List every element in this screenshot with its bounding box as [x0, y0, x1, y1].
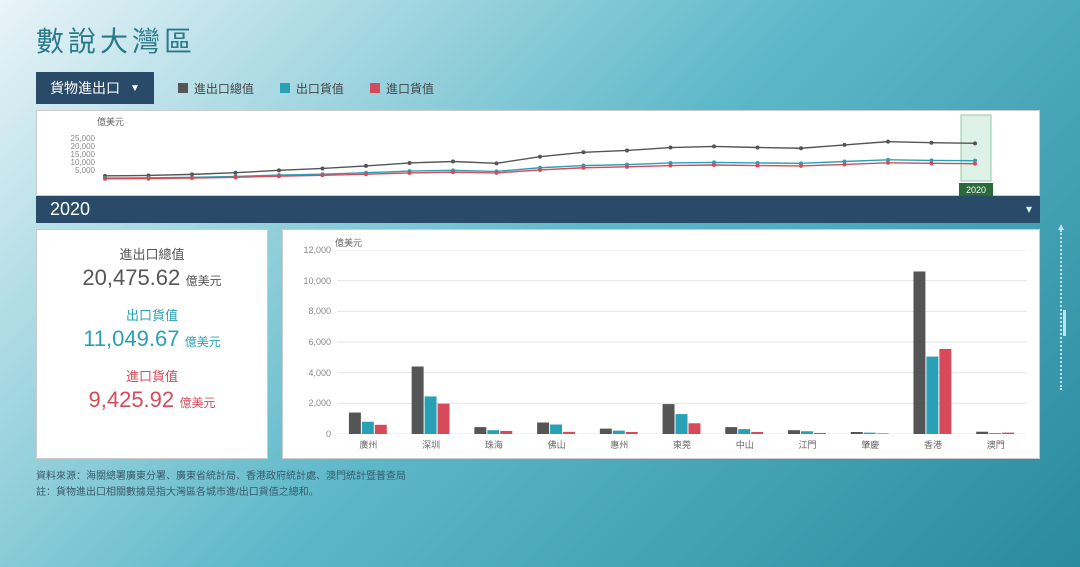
- barchart-plot: [337, 250, 1027, 434]
- time-series-chart[interactable]: 億美元 25,00020,00015,00010,0005,000 2020: [36, 110, 1040, 196]
- metric-dropdown[interactable]: 貨物進出口 ▼: [36, 72, 154, 104]
- xlabel: 廣州: [337, 438, 400, 451]
- stat-value: 20,475.62 億美元: [47, 265, 257, 291]
- bar[interactable]: [600, 429, 612, 434]
- bar-chart[interactable]: 億美元 12,00010,0008,0006,0004,0002,0000 廣州…: [282, 229, 1040, 459]
- xlabel: 深圳: [400, 438, 463, 451]
- footer-line: 資料來源：海關總署廣東分署、廣東省統計局、香港政府統計處、澳門統計暨普查局: [36, 469, 1040, 485]
- legend-swatch: [178, 83, 188, 93]
- year-bar-label: 2020: [50, 199, 90, 219]
- bar[interactable]: [989, 433, 1001, 434]
- barchart-xlabels: 廣州深圳珠海佛山惠州東莞中山江門肇慶香港澳門: [337, 438, 1027, 451]
- footer-line: 註：貨物進出口相關數據是指大灣區各城市進/出口貨值之總和。: [36, 485, 1040, 501]
- xlabel: 江門: [776, 438, 839, 451]
- stat-label: 出口貨值: [47, 305, 257, 324]
- bar[interactable]: [474, 427, 486, 434]
- legend-swatch: [280, 83, 290, 93]
- bar[interactable]: [500, 431, 512, 434]
- bar[interactable]: [939, 349, 951, 434]
- page-title: 數說大灣區: [36, 20, 1040, 60]
- bar[interactable]: [926, 357, 938, 434]
- chevron-down-icon: ▼: [130, 83, 140, 94]
- legend: 進出口總值 出口貨值 進口貨值: [178, 80, 434, 97]
- bar[interactable]: [864, 433, 876, 434]
- stat-label: 進出口總值: [47, 244, 257, 263]
- bar[interactable]: [487, 430, 499, 434]
- stat-block: 出口貨值 11,049.67 億美元: [47, 305, 257, 352]
- xlabel: 珠海: [462, 438, 525, 451]
- bar[interactable]: [349, 413, 361, 434]
- bar[interactable]: [663, 404, 675, 434]
- legend-item[interactable]: 進口貨值: [370, 80, 434, 97]
- bar[interactable]: [688, 423, 700, 434]
- bar[interactable]: [1002, 433, 1014, 434]
- bar[interactable]: [563, 432, 575, 434]
- deco-bar: [1063, 310, 1066, 336]
- timechart-plot: 2020: [101, 135, 1001, 181]
- stat-value: 9,425.92 億美元: [47, 387, 257, 413]
- dropdown-label: 貨物進出口: [50, 78, 120, 98]
- bar[interactable]: [738, 429, 750, 434]
- timechart-ylabel: 億美元: [97, 115, 124, 128]
- xlabel: 澳門: [964, 438, 1027, 451]
- bar[interactable]: [550, 424, 562, 434]
- filter-icon[interactable]: ▾: [1026, 202, 1032, 216]
- timechart-yticks: 25,00020,00015,00010,0005,000: [57, 135, 95, 175]
- xlabel: 中山: [713, 438, 776, 451]
- bar[interactable]: [362, 422, 374, 434]
- bar[interactable]: [877, 433, 889, 434]
- bar[interactable]: [788, 430, 800, 434]
- xlabel: 香港: [902, 438, 965, 451]
- bar[interactable]: [725, 427, 737, 434]
- bar[interactable]: [425, 396, 437, 434]
- bar[interactable]: [814, 433, 826, 434]
- bar[interactable]: [801, 431, 813, 434]
- legend-swatch: [370, 83, 380, 93]
- svg-text:2020: 2020: [966, 185, 986, 195]
- legend-item[interactable]: 出口貨值: [280, 80, 344, 97]
- bar[interactable]: [537, 423, 549, 435]
- topbar: 貨物進出口 ▼ 進出口總值 出口貨值 進口貨值: [36, 72, 1040, 104]
- xlabel: 佛山: [525, 438, 588, 451]
- bar[interactable]: [438, 404, 450, 434]
- bar[interactable]: [613, 431, 625, 434]
- stat-block: 進口貨值 9,425.92 億美元: [47, 366, 257, 413]
- deco-dotted-line: [1060, 230, 1062, 390]
- barchart-ylabel: 億美元: [335, 236, 362, 249]
- bar[interactable]: [976, 432, 988, 434]
- xlabel: 肇慶: [839, 438, 902, 451]
- bar[interactable]: [626, 432, 638, 434]
- legend-label: 進口貨值: [386, 80, 434, 97]
- bar[interactable]: [412, 367, 424, 434]
- year-bar: 2020 ▾: [36, 196, 1040, 223]
- stats-panel: 進出口總值 20,475.62 億美元出口貨值 11,049.67 億美元進口貨值 9…: [36, 229, 268, 459]
- bar[interactable]: [751, 432, 763, 434]
- legend-item[interactable]: 進出口總值: [178, 80, 254, 97]
- xlabel: 東莞: [651, 438, 714, 451]
- bar[interactable]: [913, 271, 925, 434]
- footer-notes: 資料來源：海關總署廣東分署、廣東省統計局、香港政府統計處、澳門統計暨普查局註：貨…: [36, 469, 1040, 501]
- bar[interactable]: [676, 414, 688, 434]
- legend-label: 進出口總值: [194, 80, 254, 97]
- bar[interactable]: [851, 432, 863, 434]
- bar[interactable]: [375, 425, 387, 434]
- stat-value: 11,049.67 億美元: [47, 326, 257, 352]
- stat-block: 進出口總值 20,475.62 億美元: [47, 244, 257, 291]
- stat-label: 進口貨值: [47, 366, 257, 385]
- legend-label: 出口貨值: [296, 80, 344, 97]
- xlabel: 惠州: [588, 438, 651, 451]
